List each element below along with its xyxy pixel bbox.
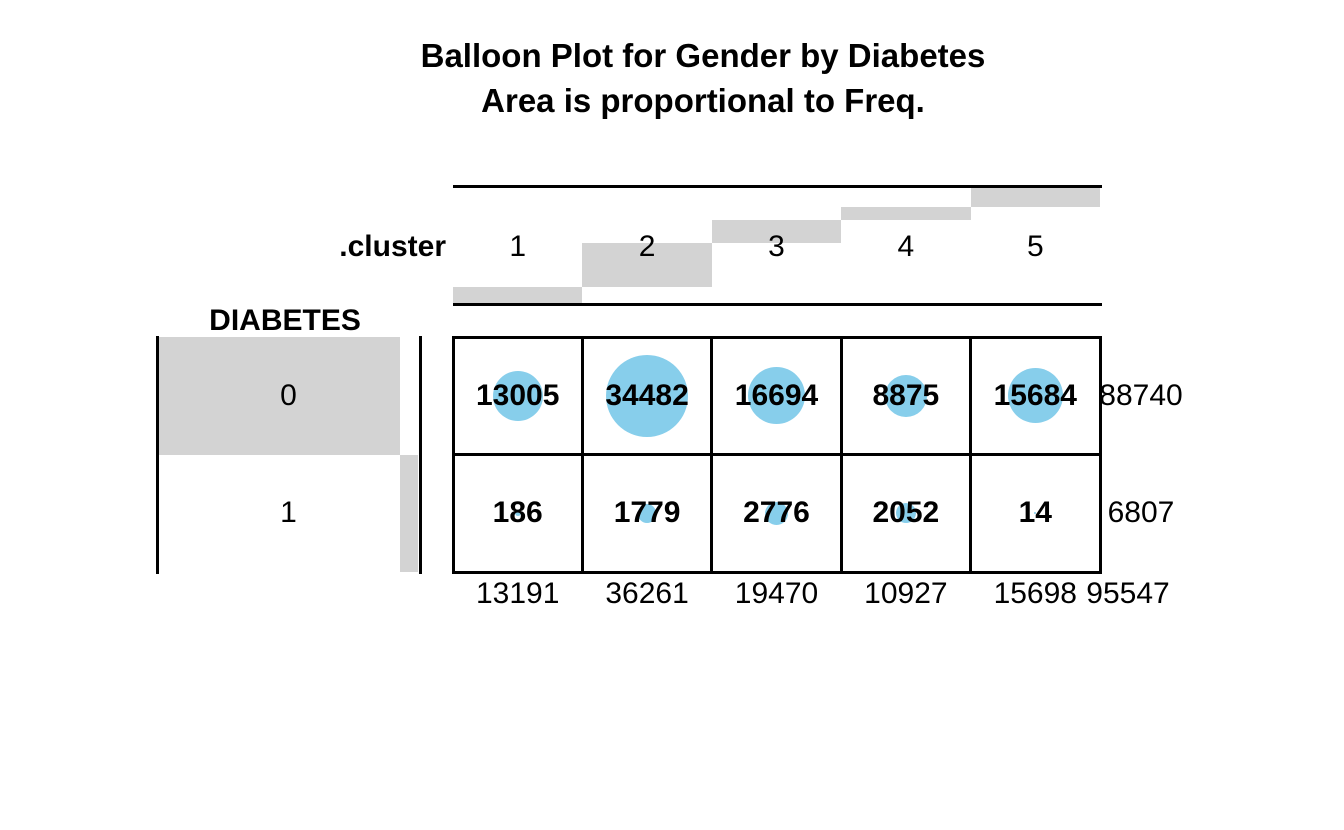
grid-line [451, 335, 1102, 339]
balloon [895, 503, 916, 524]
column-margin-bar [453, 287, 583, 303]
row-axis-rule-left [155, 335, 159, 574]
column-total: 10927 [864, 577, 948, 610]
column-total: 36261 [605, 577, 689, 610]
balloon [1007, 368, 1063, 424]
grid-line [451, 453, 1102, 456]
balloon [606, 354, 689, 437]
row-label: 1 [280, 496, 297, 530]
balloon [747, 367, 806, 425]
column-margin-bar [711, 220, 842, 244]
column-label: 2 [638, 230, 656, 263]
cell-value: 16694 [734, 378, 819, 412]
cell-value: 8875 [872, 378, 940, 412]
column-variable-label: .cluster [339, 230, 446, 263]
cell-value: 2052 [872, 496, 940, 530]
column-axis-rule-top [453, 185, 1102, 188]
cell-value: 2776 [743, 496, 810, 530]
column-total: 15698 [993, 577, 1077, 610]
column-total: 13191 [475, 577, 560, 610]
column-margin-bar [582, 243, 712, 288]
balloon [764, 501, 789, 525]
cell-value: 15684 [993, 378, 1077, 412]
cell-value: 34482 [605, 378, 689, 412]
chart-title-block: Balloon Plot for Gender by Diabetes Area… [203, 33, 1203, 123]
cell-value: 186 [492, 496, 543, 530]
row-label: 0 [280, 378, 297, 412]
balloon [885, 374, 927, 417]
cell-value: 14 [1018, 496, 1052, 530]
chart-title: Balloon Plot for Gender by Diabetes [420, 37, 986, 74]
column-label: 4 [897, 230, 915, 263]
balloon [514, 510, 521, 517]
column-label: 3 [768, 230, 785, 263]
balloon [492, 370, 543, 421]
row-variable-label: DIABETES [209, 304, 361, 337]
row-total: 88740 [1099, 378, 1183, 412]
row-axis-rule-right [418, 335, 422, 574]
grid-line [451, 570, 1102, 574]
cell-value: 1779 [613, 496, 681, 530]
column-label: 1 [509, 230, 527, 263]
cell-value: 13005 [475, 378, 560, 412]
balloon [1034, 512, 1037, 515]
row-total: 6807 [1107, 496, 1175, 530]
column-label: 5 [1026, 230, 1044, 263]
column-margin-bar [841, 206, 971, 221]
column-margin-bar [970, 188, 1100, 207]
row-margin-bar [399, 454, 419, 572]
row-margin-bar [158, 337, 400, 455]
chart-subtitle: Area is proportional to Freq. [481, 82, 925, 119]
balloon [637, 503, 657, 523]
grand-total: 95547 [1086, 577, 1170, 610]
column-total: 19470 [734, 577, 819, 610]
column-axis-rule-bottom [453, 303, 1102, 306]
